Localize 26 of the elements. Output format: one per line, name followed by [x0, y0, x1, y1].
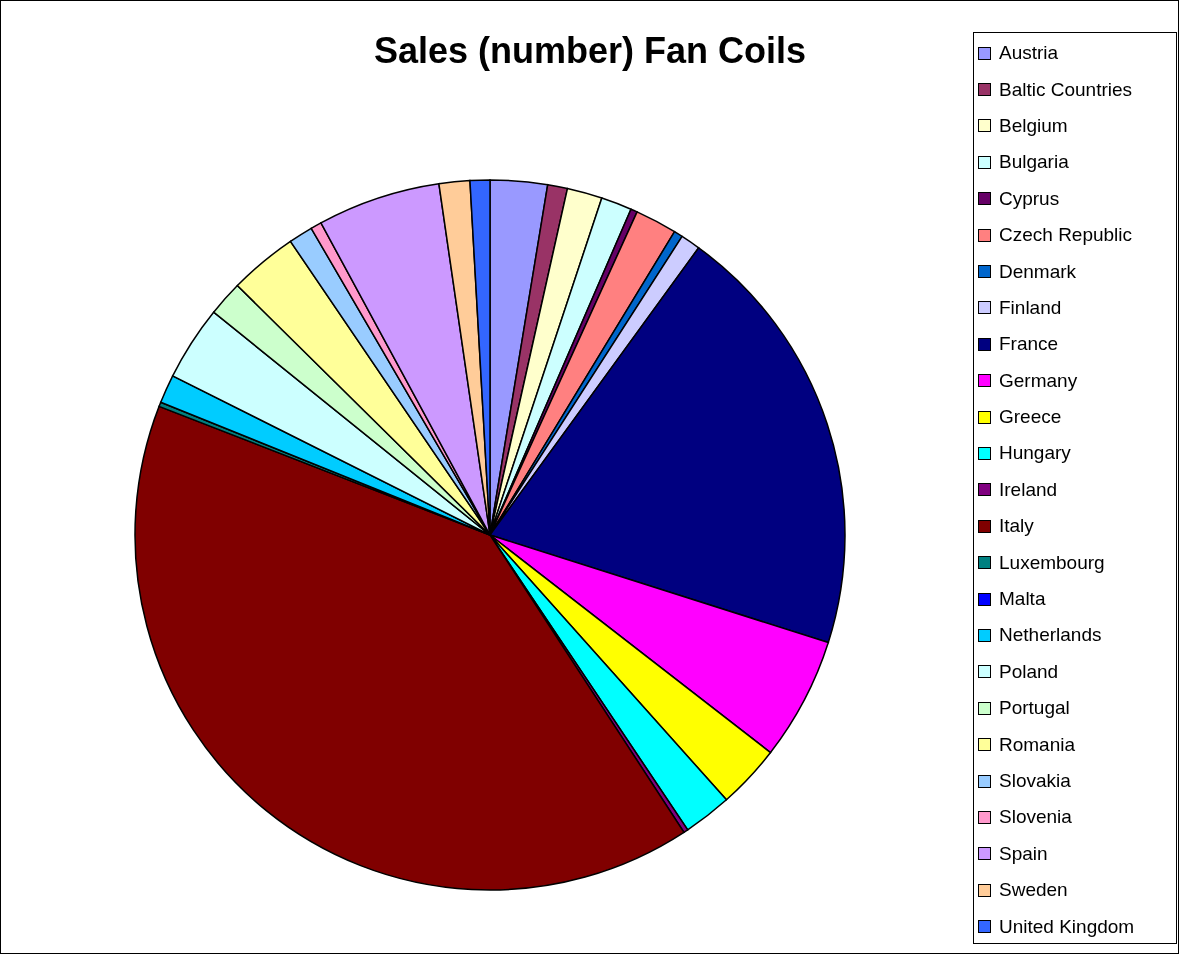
legend-label: Hungary — [999, 442, 1071, 465]
legend-label: Poland — [999, 660, 1059, 683]
legend-label: Portugal — [999, 697, 1070, 720]
legend-label: Ireland — [999, 478, 1058, 501]
legend-label: Romania — [999, 733, 1076, 756]
legend-label: Baltic Countries — [999, 78, 1133, 101]
legend-label: Malta — [999, 588, 1046, 611]
legend-label: Austria — [999, 42, 1059, 65]
legend-label: Czech Republic — [999, 224, 1133, 247]
legend-label: Cyprus — [999, 187, 1060, 210]
legend-label: Italy — [999, 515, 1034, 538]
legend-label: Slovenia — [999, 806, 1072, 829]
legend-label: Greece — [999, 406, 1062, 429]
legend-label: Finland — [999, 296, 1062, 319]
chart-title: Sales (number) Fan Coils — [372, 30, 808, 72]
legend-label: Sweden — [999, 879, 1068, 902]
legend-label: Slovakia — [999, 770, 1071, 792]
legend-label: Spain — [999, 842, 1048, 865]
legend-label: Luxembourg — [999, 551, 1105, 574]
legend-label: United Kingdom — [999, 915, 1135, 938]
legend-label: Belgium — [999, 114, 1068, 137]
legend-label: Bulgaria — [999, 151, 1069, 174]
legend-label: Netherlands — [999, 624, 1102, 647]
legend-label: France — [999, 333, 1059, 356]
legend-label: Denmark — [999, 260, 1077, 283]
legend-label: Germany — [999, 369, 1078, 392]
